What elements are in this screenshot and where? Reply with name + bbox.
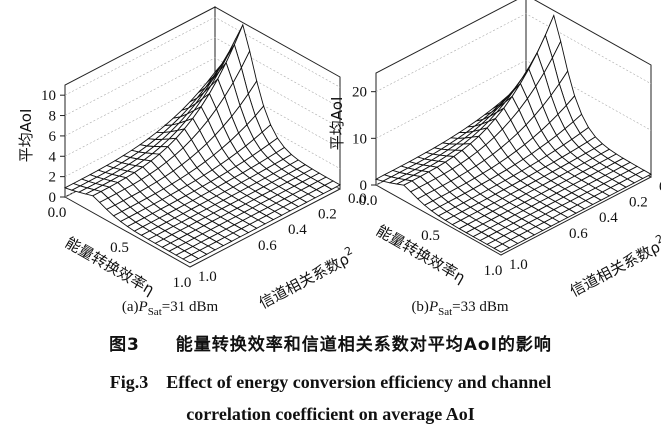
surface-plot-b: 010200.00.51.00.00.20.40.61.0平均AoI能量转换效率…: [328, 0, 661, 318]
caption-cn-text: 能量转换效率和信道相关系数对平均AoI的影响: [175, 335, 552, 355]
z-gridline-a-6: [64, 57, 341, 137]
z-tick-label: 20: [352, 85, 367, 101]
x-tick-label: 0.5: [421, 228, 440, 244]
subtitle-value: =31 dBm: [162, 299, 219, 315]
y-tick-label: 0.4: [288, 222, 307, 238]
z-gridline-a-8: [64, 37, 341, 116]
y-axis-label-a: 信道相关系数ρ2: [254, 244, 358, 313]
subtitle-sub: Sat: [438, 306, 452, 318]
z-gridline-b-20: [375, 13, 652, 92]
y-tick-label: 0.2: [629, 195, 648, 211]
y-tick-label: 1.0: [509, 257, 528, 273]
z-tick-label: 0: [49, 190, 57, 206]
y-tick-label: 0.0: [659, 179, 661, 195]
surface-mesh-a: [63, 23, 341, 264]
y-ticks-b: 0.0 0.2 0.4 0.6 1.0: [509, 179, 661, 273]
surface-mesh-b: [374, 14, 652, 253]
y-tick-label: 0.6: [258, 238, 277, 254]
caption-cn-label: 图3: [109, 335, 140, 355]
y-tick-label: 1.0: [198, 269, 217, 285]
z-tick-label: 6: [49, 129, 57, 145]
surface-cell: [182, 254, 200, 264]
caption-chinese: 图3 能量转换效率和信道相关系数对平均AoI的影响: [0, 330, 661, 355]
x-tick-label: 0.0: [359, 193, 378, 209]
z-tick-label: 10: [352, 131, 367, 147]
x-ticks-a: 0.0 0.5 1.0: [48, 205, 192, 291]
z-axis-label-b: 平均AoI: [328, 97, 346, 151]
x-tick-label: 1.0: [173, 275, 192, 291]
subtitle-b: (b)PSat=33 dBm: [411, 299, 508, 318]
caption-english-line2: correlation coefficient on average AoI: [186, 404, 475, 424]
y-tick-label: 0.6: [569, 226, 588, 242]
y-axis-label-sup-a: 2: [342, 244, 354, 259]
y-tick-label: 0.0: [348, 191, 367, 207]
subtitle-symbol: P: [428, 299, 438, 315]
z-gridline-b-10: [375, 59, 652, 139]
surface-cell: [493, 243, 511, 253]
z-gridline-a-10: [64, 16, 341, 96]
y-axis-label-sup-b: 2: [653, 232, 661, 247]
z-ticks-a: 0 2 4 6 8 10: [41, 88, 65, 206]
z-tick-label: 10: [41, 88, 56, 104]
caption-english-line1: Fig.3 Effect of energy conversion effici…: [109, 372, 552, 392]
y-ticks-a: 0.0 0.2 0.4 0.6 1.0: [198, 191, 367, 285]
z-tick-label: 8: [49, 109, 57, 125]
surface-plot-a: 02468100.00.51.00.00.20.40.61.0平均AoI能量转换…: [17, 6, 367, 318]
floor-edge-b: [375, 176, 652, 256]
x-tick-label: 0.0: [48, 205, 67, 221]
z-tick-label: 4: [49, 149, 57, 165]
z-axis-label-a: 平均AoI: [17, 109, 35, 163]
x-tick-label: 1.0: [484, 263, 503, 279]
subtitle-a: (a)PSat=31 dBm: [122, 299, 219, 318]
x-ticks-b: 0.0 0.5 1.0: [359, 193, 503, 279]
z-tick-label: 2: [49, 170, 57, 186]
subtitle-value: =33 dBm: [452, 299, 509, 315]
subtitle-sub: Sat: [148, 306, 162, 318]
subtitle-symbol: P: [138, 299, 148, 315]
y-tick-label: 0.2: [318, 207, 337, 223]
floor-edge-a: [64, 188, 341, 268]
z-tick-label: 0: [360, 178, 368, 194]
z-ticks-b: 0 10 20: [352, 85, 376, 194]
y-tick-label: 0.4: [599, 210, 618, 226]
subtitle-prefix: (b): [411, 299, 429, 315]
y-axis-label-b: 信道相关系数ρ2: [565, 232, 661, 301]
subtitle-prefix: (a): [122, 299, 139, 315]
x-tick-label: 0.5: [110, 240, 129, 256]
